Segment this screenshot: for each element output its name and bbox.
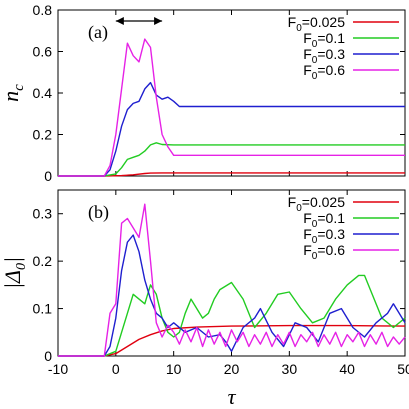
x-axis-label: τ xyxy=(228,384,237,409)
legend-label: F0=0.6 xyxy=(303,62,345,82)
y-axis-label: |Δ0| xyxy=(0,257,29,289)
legend-label: F0=0.025 xyxy=(288,194,346,214)
series-line-F0=0.025 xyxy=(58,324,406,357)
x-tick-label: 0 xyxy=(112,361,120,377)
y-axis-label: nc xyxy=(0,84,27,102)
arrow-left-head-icon xyxy=(115,17,124,25)
series-line-F0=0.6 xyxy=(58,38,405,177)
panel-label: (a) xyxy=(88,22,108,43)
x-tick-label: 20 xyxy=(224,361,240,377)
x-tick-label: 30 xyxy=(282,361,298,377)
y-tick-label: 0.8 xyxy=(33,2,53,18)
y-tick-label: 0.3 xyxy=(33,206,53,222)
y-tick-label: 0 xyxy=(44,168,52,184)
series-line-F0=0.3 xyxy=(58,234,406,357)
legend-label: F0=0.1 xyxy=(303,30,345,50)
series-line-F0=0.1 xyxy=(58,142,405,177)
x-tick-label: -10 xyxy=(48,361,68,377)
legend-label: F0=0.6 xyxy=(303,242,345,262)
legend-label: F0=0.1 xyxy=(303,210,345,230)
y-tick-label: 0.2 xyxy=(33,127,53,143)
legend-label: F0=0.3 xyxy=(303,226,345,246)
x-tick-label: 10 xyxy=(166,361,182,377)
x-tick-label: 50 xyxy=(397,361,409,377)
y-tick-label: 0.4 xyxy=(33,85,53,101)
series-line-F0=0.6 xyxy=(58,203,406,357)
y-tick-label: 0 xyxy=(44,348,52,364)
panel-b: -10 0 10 20 30 40 5000.10.20.3F0=0.025F0=0.1F0… xyxy=(0,189,409,409)
arrow-right-head-icon xyxy=(154,17,163,25)
plot-frame xyxy=(57,9,406,177)
legend-label: F0=0.3 xyxy=(303,46,345,66)
y-tick-label: 0.6 xyxy=(33,44,53,60)
y-tick-label: 0.1 xyxy=(33,301,53,317)
x-tick-label: 40 xyxy=(339,361,355,377)
legend-label: F0=0.025 xyxy=(288,14,346,34)
y-tick-label: 0.2 xyxy=(33,253,53,269)
series-line-F0=0.3 xyxy=(58,81,405,177)
panel-label: (b) xyxy=(88,202,109,223)
series-line-F0=0.1 xyxy=(58,274,406,357)
